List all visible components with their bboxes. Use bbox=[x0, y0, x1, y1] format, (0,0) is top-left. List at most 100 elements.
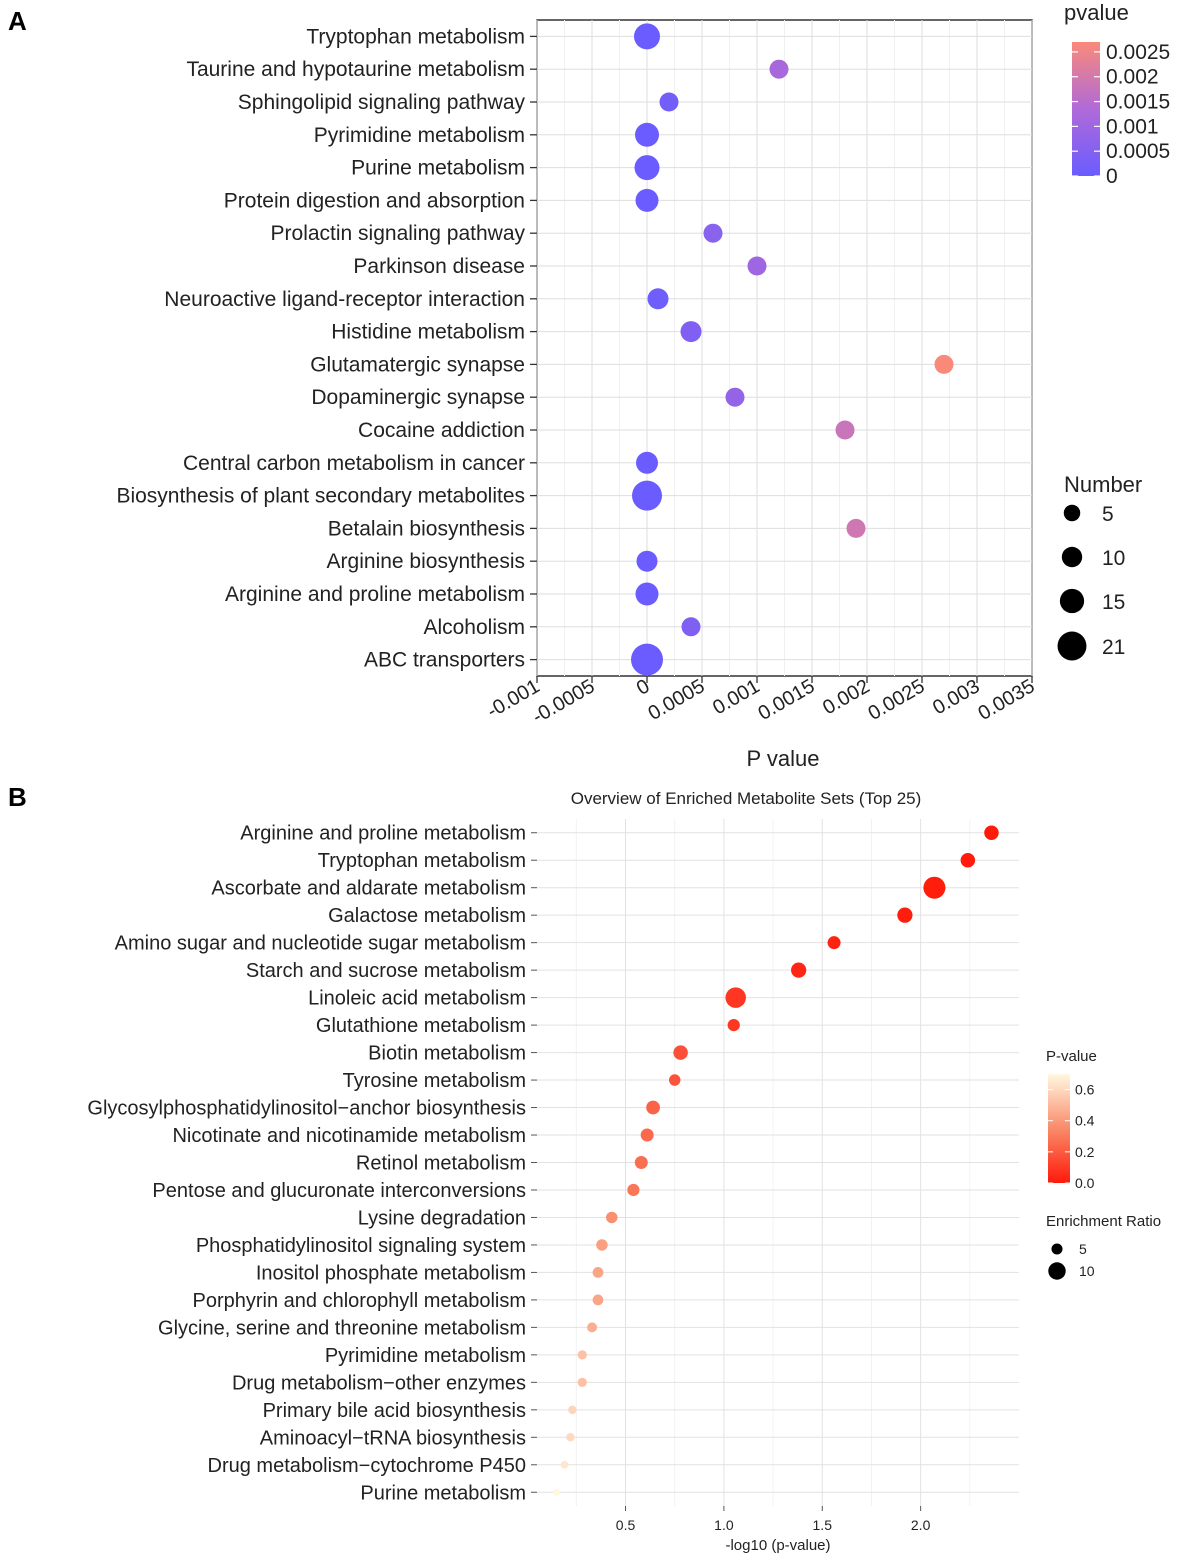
panel-a-y-label-alcoholism: Alcoholism bbox=[423, 616, 525, 639]
panel-b-y-label-glycosylphosphatidylinositol-anchor-biosynthesis: Glycosylphosphatidylinositol−anchor bios… bbox=[87, 1098, 526, 1120]
panel-a-point-dopaminergic-synapse bbox=[725, 387, 745, 407]
panel-b-colorbar-ticks: 0.6 0.4 0.2 0.0 bbox=[1048, 1082, 1095, 1191]
panel-b-point-nicotinate-and-nicotinamide-metabolism bbox=[640, 1128, 654, 1142]
panel-b-size-legend-label: 10 bbox=[1079, 1263, 1095, 1279]
panel-b-size-legend-label: 5 bbox=[1079, 1241, 1087, 1257]
panel-b-colorbar-label: 0.4 bbox=[1075, 1113, 1095, 1129]
panel-b-y-label-ascorbate-and-aldarate-metabolism: Ascorbate and aldarate metabolism bbox=[211, 878, 526, 900]
panel-b-color-legend-title: P-value bbox=[1046, 1048, 1097, 1065]
panel-a-colorbar-label: 0.001 bbox=[1106, 115, 1159, 138]
panel-b-gridlines bbox=[537, 819, 1019, 1506]
panel-b-y-label-tyrosine-metabolism: Tyrosine metabolism bbox=[343, 1070, 526, 1092]
panel-b-size-legend-title: Enrichment Ratio bbox=[1046, 1213, 1161, 1230]
panel-a-x-tick-label: 0.0035 bbox=[975, 675, 1039, 725]
panel-b-points bbox=[553, 825, 999, 1496]
panel-a-colorbar-label: 0.002 bbox=[1106, 66, 1159, 89]
panel-b-y-label-pyrimidine-metabolism: Pyrimidine metabolism bbox=[325, 1345, 526, 1367]
panel-a-point-taurine-and-hypotaurine-metabolism bbox=[769, 59, 789, 79]
panel-a-y-label-dopaminergic-synapse: Dopaminergic synapse bbox=[311, 386, 525, 409]
panel-a-y-label-sphingolipid-signaling-pathway: Sphingolipid signaling pathway bbox=[238, 91, 526, 114]
panel-b-point-phosphatidylinositol-signaling-system bbox=[596, 1239, 608, 1251]
panel-a-colorbar-label: 0.0025 bbox=[1106, 41, 1170, 64]
panel-a-x-tick-label: 0.003 bbox=[929, 675, 983, 719]
panel-a-size-legend-label: 5 bbox=[1102, 503, 1114, 526]
panel-a-point-neuroactive-ligand-receptor-interaction bbox=[647, 288, 669, 310]
panel-a-colorbar-label: 0 bbox=[1106, 165, 1118, 188]
panel-a-gridlines bbox=[536, 20, 1033, 676]
panel-b-colorbar-label: 0.2 bbox=[1075, 1144, 1095, 1160]
panel-a-point-sphingolipid-signaling-pathway bbox=[659, 92, 679, 112]
panel-b-point-aminoacyl-trna-biosynthesis bbox=[566, 1433, 575, 1442]
panel-letter-a: A bbox=[8, 6, 27, 36]
panel-b-size-legend-dot bbox=[1048, 1262, 1066, 1280]
panel-a-y-label-arginine-and-proline-metabolism: Arginine and proline metabolism bbox=[225, 583, 525, 606]
panel-b-point-galactose-metabolism bbox=[897, 907, 913, 923]
panel-a-y-label-central-carbon-metabolism-in-cancer: Central carbon metabolism in cancer bbox=[183, 452, 525, 475]
panel-a-y-label-protein-digestion-and-absorption: Protein digestion and absorption bbox=[224, 189, 525, 212]
panel-a-y-label-abc-transporters: ABC transporters bbox=[364, 649, 525, 672]
panel-a-y-labels: Tryptophan metabolism Taurine and hypotau… bbox=[116, 25, 537, 672]
panel-b-x-ticks: 0.5 1.0 1.5 2.0 bbox=[616, 1506, 931, 1533]
panel-b-point-biotin-metabolism bbox=[673, 1045, 688, 1060]
panel-b-y-label-inositol-phosphate-metabolism: Inositol phosphate metabolism bbox=[256, 1262, 526, 1284]
panel-a-y-label-taurine-and-hypotaurine-metabolism: Taurine and hypotaurine metabolism bbox=[186, 58, 525, 81]
panel-a-y-label-prolactin-signaling-pathway: Prolactin signaling pathway bbox=[271, 222, 526, 245]
panel-b-point-linoleic-acid-metabolism bbox=[725, 987, 746, 1008]
panel-b-point-lysine-degradation bbox=[606, 1211, 618, 1224]
panel-a-point-biosynthesis-of-plant-secondary-metabolites bbox=[632, 480, 662, 511]
panel-b-size-legend-dot bbox=[1051, 1243, 1063, 1255]
panel-b-y-label-drug-metabolism-other-enzymes: Drug metabolism−other enzymes bbox=[232, 1372, 526, 1394]
panel-a-point-glutamatergic-synapse bbox=[934, 354, 954, 374]
panel-a-point-pyrimidine-metabolism bbox=[635, 122, 659, 147]
panel-a-size-legend-dot bbox=[1059, 588, 1085, 614]
panel-a-point-arginine-and-proline-metabolism bbox=[635, 582, 659, 606]
panel-b-y-label-primary-bile-acid-biosynthesis: Primary bile acid biosynthesis bbox=[263, 1400, 526, 1422]
panel-b-point-primary-bile-acid-biosynthesis bbox=[568, 1405, 577, 1415]
panel-b-y-label-porphyrin-and-chlorophyll-metabolism: Porphyrin and chlorophyll metabolism bbox=[193, 1290, 527, 1312]
panel-a-point-abc-transporters bbox=[631, 643, 663, 676]
panel-b-x-tick-label: 1.0 bbox=[714, 1517, 734, 1533]
panel-b-point-retinol-metabolism bbox=[634, 1156, 648, 1169]
panel-a-point-prolactin-signaling-pathway bbox=[703, 223, 723, 243]
panel-b-y-labels: Arginine and proline metabolism Tryptopha… bbox=[87, 823, 537, 1504]
panel-a-x-tick-label: 0.0015 bbox=[755, 675, 819, 725]
panel-a-y-label-betalain-biosynthesis: Betalain biosynthesis bbox=[328, 517, 525, 540]
panel-b-colorbar bbox=[1048, 1074, 1070, 1183]
panel-b-chart: Overview of Enriched Metabolite Sets (To… bbox=[87, 789, 1161, 1554]
panel-a-x-tick-label: -0.0005 bbox=[529, 675, 599, 728]
panel-a-colorbar bbox=[1072, 42, 1100, 176]
panel-a-point-cocaine-addiction bbox=[835, 420, 855, 440]
panel-b-colorbar-label: 0.0 bbox=[1075, 1175, 1095, 1191]
panel-a-colorbar-label: 0.0005 bbox=[1106, 140, 1170, 163]
panel-b-y-label-purine-metabolism: Purine metabolism bbox=[360, 1482, 526, 1504]
panel-a-size-legend-dot bbox=[1057, 631, 1087, 661]
panel-a-size-legend-label: 15 bbox=[1102, 591, 1125, 614]
panel-a-y-label-histidine-metabolism: Histidine metabolism bbox=[331, 321, 525, 344]
panel-b-y-label-glutathione-metabolism: Glutathione metabolism bbox=[316, 1015, 526, 1037]
panel-b-colorbar-label: 0.6 bbox=[1075, 1082, 1095, 1098]
panel-b-point-purine-metabolism bbox=[553, 1488, 561, 1496]
panel-b-point-inositol-phosphate-metabolism bbox=[592, 1267, 604, 1278]
panel-a-point-protein-digestion-and-absorption bbox=[635, 188, 659, 212]
panel-b-point-drug-metabolism-other-enzymes bbox=[577, 1377, 587, 1387]
panel-b-point-amino-sugar-and-nucleotide-sugar-metabolism bbox=[827, 936, 841, 950]
panel-a-size-legend-label: 21 bbox=[1102, 636, 1125, 659]
panel-a-y-label-pyrimidine-metabolism: Pyrimidine metabolism bbox=[314, 124, 525, 147]
panel-a-x-tick-label: 0.001 bbox=[709, 675, 763, 719]
panel-a-x-tick-label: 0 bbox=[633, 675, 654, 700]
panel-b-size-legend: 510 bbox=[1048, 1241, 1095, 1280]
panel-a-color-legend-title: pvalue bbox=[1064, 0, 1129, 25]
panel-a-y-label-purine-metabolism: Purine metabolism bbox=[351, 157, 525, 180]
panel-a-size-legend-label: 10 bbox=[1102, 547, 1125, 570]
panel-b-y-label-arginine-and-proline-metabolism: Arginine and proline metabolism bbox=[240, 823, 526, 845]
panel-b-y-label-starch-and-sucrose-metabolism: Starch and sucrose metabolism bbox=[246, 960, 526, 982]
panel-a-point-tryptophan-metabolism bbox=[634, 23, 660, 50]
panel-a-point-arginine-biosynthesis bbox=[636, 550, 658, 572]
panel-a-size-legend-dot bbox=[1061, 546, 1083, 568]
panel-a-size-legend: 5 10 15 21 bbox=[1057, 503, 1125, 661]
panel-a-x-tick-label: 0.0025 bbox=[865, 675, 929, 725]
panel-b-point-starch-and-sucrose-metabolism bbox=[791, 962, 807, 978]
panel-b-x-tick-label: 1.5 bbox=[813, 1517, 833, 1533]
